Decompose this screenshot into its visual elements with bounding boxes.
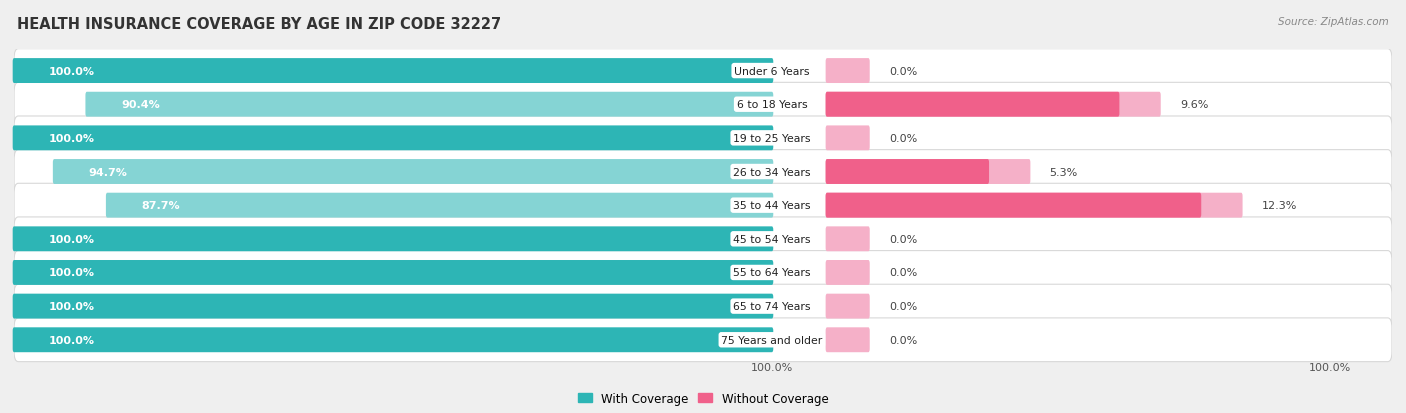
Text: 26 to 34 Years: 26 to 34 Years [733, 167, 811, 177]
FancyBboxPatch shape [14, 184, 1392, 228]
FancyBboxPatch shape [13, 328, 773, 352]
Text: 45 to 54 Years: 45 to 54 Years [733, 234, 811, 244]
Text: 0.0%: 0.0% [889, 301, 917, 311]
FancyBboxPatch shape [14, 251, 1392, 294]
FancyBboxPatch shape [14, 217, 1392, 261]
FancyBboxPatch shape [53, 160, 773, 185]
Text: Source: ZipAtlas.com: Source: ZipAtlas.com [1278, 17, 1389, 26]
FancyBboxPatch shape [825, 126, 870, 151]
Text: 100.0%: 100.0% [48, 133, 94, 143]
FancyBboxPatch shape [13, 59, 773, 84]
FancyBboxPatch shape [825, 193, 1243, 218]
Text: Under 6 Years: Under 6 Years [734, 66, 810, 76]
FancyBboxPatch shape [825, 260, 870, 285]
FancyBboxPatch shape [14, 50, 1392, 93]
FancyBboxPatch shape [825, 93, 1119, 117]
Text: 75 Years and older: 75 Years and older [721, 335, 823, 345]
FancyBboxPatch shape [825, 93, 1161, 117]
Text: 5.3%: 5.3% [1050, 167, 1078, 177]
Text: HEALTH INSURANCE COVERAGE BY AGE IN ZIP CODE 32227: HEALTH INSURANCE COVERAGE BY AGE IN ZIP … [17, 17, 501, 31]
FancyBboxPatch shape [13, 227, 773, 252]
Text: 19 to 25 Years: 19 to 25 Years [733, 133, 811, 143]
Legend: With Coverage, Without Coverage: With Coverage, Without Coverage [578, 392, 828, 405]
FancyBboxPatch shape [13, 126, 773, 151]
FancyBboxPatch shape [14, 318, 1392, 362]
FancyBboxPatch shape [825, 227, 870, 252]
Text: 55 to 64 Years: 55 to 64 Years [733, 268, 811, 278]
Text: 100.0%: 100.0% [48, 268, 94, 278]
FancyBboxPatch shape [825, 160, 988, 185]
Text: 0.0%: 0.0% [889, 66, 917, 76]
FancyBboxPatch shape [14, 150, 1392, 194]
FancyBboxPatch shape [86, 93, 773, 117]
FancyBboxPatch shape [14, 83, 1392, 127]
FancyBboxPatch shape [825, 294, 870, 319]
Text: 94.7%: 94.7% [89, 167, 128, 177]
FancyBboxPatch shape [14, 285, 1392, 328]
Text: 9.6%: 9.6% [1180, 100, 1208, 110]
FancyBboxPatch shape [825, 59, 870, 84]
Text: 90.4%: 90.4% [121, 100, 160, 110]
Text: 100.0%: 100.0% [48, 301, 94, 311]
Text: 0.0%: 0.0% [889, 234, 917, 244]
FancyBboxPatch shape [13, 260, 773, 285]
Text: 0.0%: 0.0% [889, 335, 917, 345]
Text: 35 to 44 Years: 35 to 44 Years [733, 201, 811, 211]
FancyBboxPatch shape [825, 160, 1031, 185]
Text: 100.0%: 100.0% [1309, 362, 1351, 372]
Text: 0.0%: 0.0% [889, 268, 917, 278]
FancyBboxPatch shape [825, 328, 870, 352]
FancyBboxPatch shape [13, 294, 773, 319]
Text: 87.7%: 87.7% [142, 201, 180, 211]
FancyBboxPatch shape [825, 193, 1201, 218]
FancyBboxPatch shape [105, 193, 773, 218]
Text: 100.0%: 100.0% [48, 335, 94, 345]
Text: 100.0%: 100.0% [48, 234, 94, 244]
Text: 6 to 18 Years: 6 to 18 Years [737, 100, 807, 110]
Text: 100.0%: 100.0% [48, 66, 94, 76]
Text: 0.0%: 0.0% [889, 133, 917, 143]
Text: 65 to 74 Years: 65 to 74 Years [733, 301, 811, 311]
FancyBboxPatch shape [14, 117, 1392, 160]
Text: 100.0%: 100.0% [751, 362, 793, 372]
Text: 12.3%: 12.3% [1261, 201, 1298, 211]
